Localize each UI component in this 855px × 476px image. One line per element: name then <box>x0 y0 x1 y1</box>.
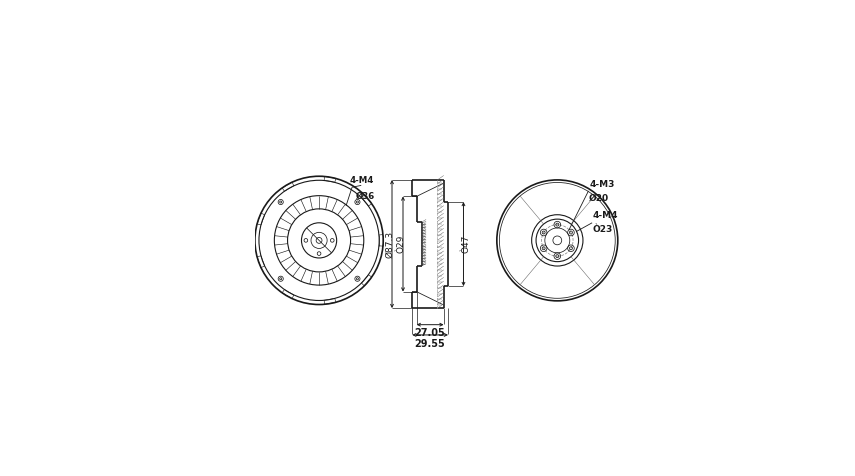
Text: 4-M4: 4-M4 <box>349 176 374 185</box>
Text: Ø20: Ø20 <box>589 194 610 203</box>
Text: Ò47: Ò47 <box>462 235 470 253</box>
Text: 4-M3: 4-M3 <box>589 180 615 188</box>
Text: 27.05: 27.05 <box>415 328 445 338</box>
Text: Ò23: Ò23 <box>593 225 613 234</box>
Text: 29.55: 29.55 <box>415 338 445 348</box>
Text: 4-M4: 4-M4 <box>593 211 618 220</box>
Text: Ø36: Ø36 <box>356 192 375 200</box>
Text: Ø87.3: Ø87.3 <box>386 230 394 258</box>
Text: Ò29: Ò29 <box>396 235 405 253</box>
